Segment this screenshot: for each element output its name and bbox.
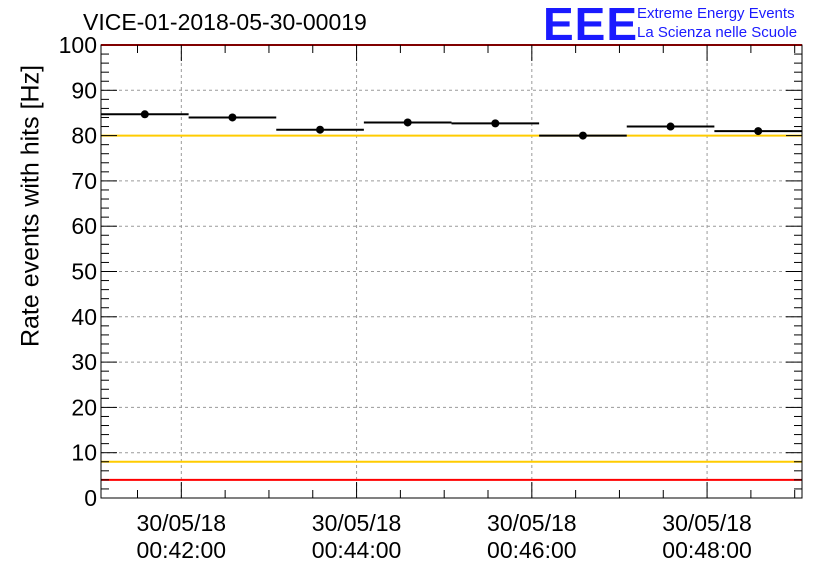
x-tick-date: 30/05/18 <box>137 510 227 536</box>
x-tick-time: 00:48:00 <box>662 537 752 563</box>
x-tick-date: 30/05/18 <box>487 510 577 536</box>
y-tick-label: 0 <box>84 485 97 511</box>
y-tick-label: 30 <box>71 349 97 375</box>
chart-title: VICE-01-2018-05-30-00019 <box>83 9 367 35</box>
y-tick-label: 90 <box>71 77 97 103</box>
logo-line-1: Extreme Energy Events <box>637 5 795 22</box>
reference-lines <box>101 44 802 481</box>
logo-line-2: La Scienza nelle Scuole <box>637 24 798 41</box>
logo-caption: Extreme Energy Events La Scienza nelle S… <box>637 4 797 42</box>
data-point <box>228 113 237 122</box>
tick-labels: 010203040506070809010030/05/1800:42:0030… <box>59 32 752 563</box>
axis-ticks <box>101 44 802 499</box>
data-point <box>316 125 325 134</box>
y-tick-label: 40 <box>71 304 97 330</box>
y-tick-label: 70 <box>71 168 97 194</box>
data-point <box>578 131 587 140</box>
y-tick-label: 100 <box>59 32 97 58</box>
y-tick-label: 50 <box>71 259 97 285</box>
data-point <box>140 110 149 119</box>
data-point <box>403 118 412 127</box>
x-tick-time: 00:46:00 <box>487 537 577 563</box>
data-point <box>491 119 500 128</box>
y-tick-label: 10 <box>71 440 97 466</box>
y-tick-label: 20 <box>71 394 97 420</box>
y-tick-label: 80 <box>71 123 97 149</box>
x-tick-time: 00:42:00 <box>137 537 227 563</box>
eee-logo: EEE <box>543 0 639 50</box>
x-tick-date: 30/05/18 <box>312 510 402 536</box>
y-tick-label: 60 <box>71 213 97 239</box>
x-tick-time: 00:44:00 <box>312 537 402 563</box>
data-point <box>666 122 675 131</box>
data-point <box>754 127 763 136</box>
data-points <box>101 110 802 140</box>
x-tick-date: 30/05/18 <box>662 510 752 536</box>
grid-lines <box>101 45 802 498</box>
